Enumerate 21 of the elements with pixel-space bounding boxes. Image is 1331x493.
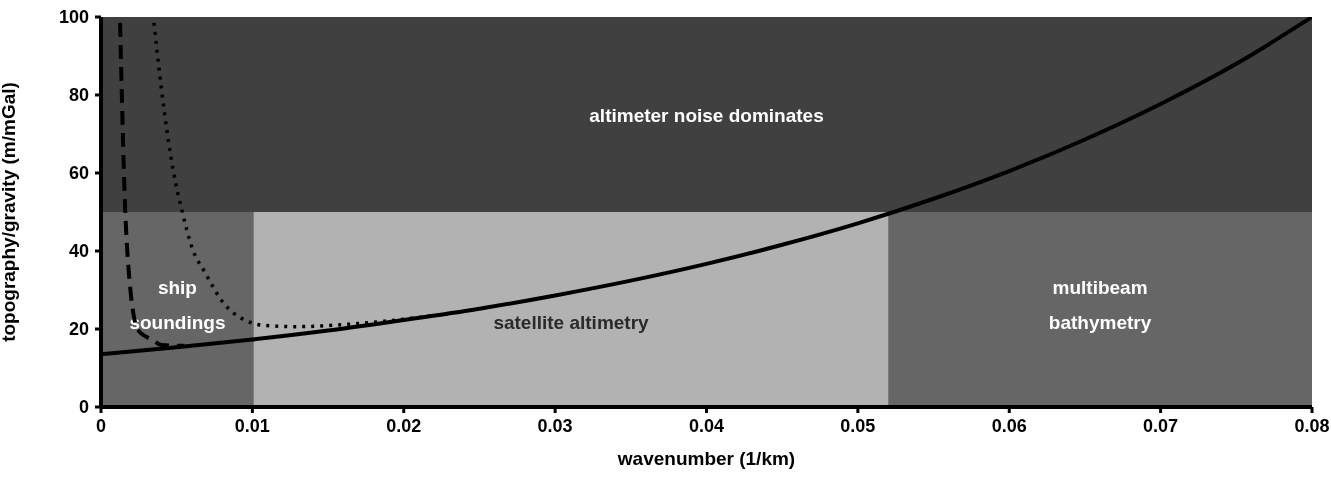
y-tick-label: 80	[68, 85, 89, 106]
x-tick-label: 0.02	[386, 415, 422, 436]
x-tick-label: 0.04	[688, 415, 725, 436]
band-label: altimeter noise dominates	[589, 104, 824, 126]
band-label: multibeam bathymetry	[1048, 277, 1152, 333]
x-tick-label: 0.07	[1143, 415, 1179, 436]
x-tick-label: 0.06	[991, 415, 1027, 436]
y-tick-label: 0	[78, 397, 89, 418]
x-tick-label: 0.05	[840, 415, 876, 436]
y-tick-label: 40	[68, 241, 89, 262]
x-tick-label: 0.08	[1294, 415, 1330, 436]
y-tick-label: 60	[68, 163, 89, 184]
y-tick-label: 100	[58, 7, 89, 28]
y-axis-title: topography/gravity (m/mGal)	[0, 82, 19, 342]
band-label: ship soundings	[129, 277, 226, 333]
y-tick-label: 20	[68, 319, 89, 340]
x-tick-label: 0.03	[537, 415, 573, 436]
x-tick-label: 0	[95, 415, 107, 436]
band-label: satellite altimetry	[493, 312, 650, 333]
x-axis-title: wavenumber (1/km)	[616, 448, 796, 469]
x-tick-label: 0.01	[234, 415, 270, 436]
